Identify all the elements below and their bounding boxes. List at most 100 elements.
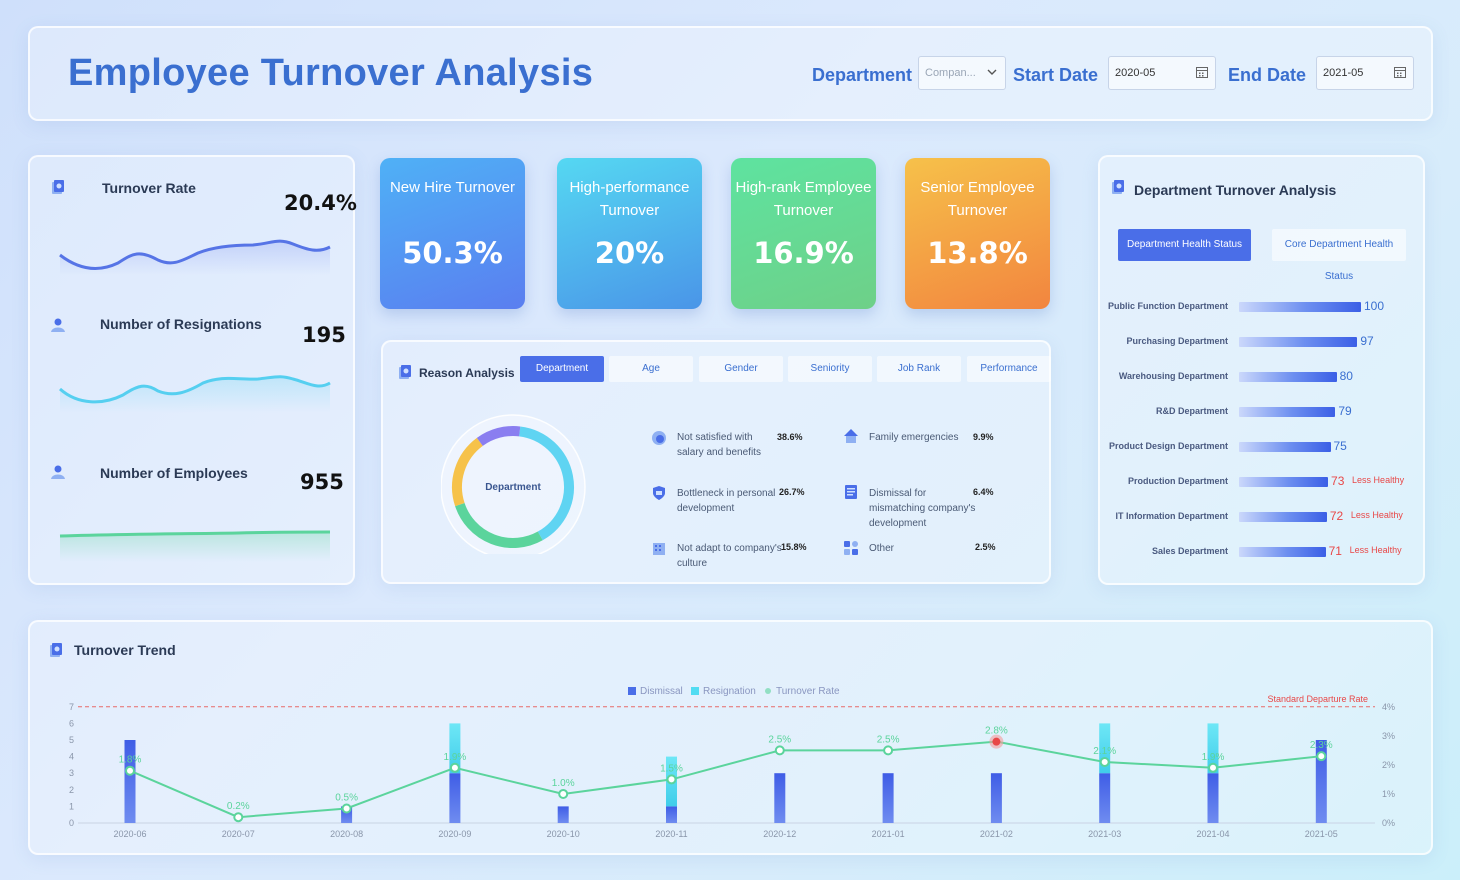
legend-label: Resignation [703,686,756,697]
rate-data-label: 0.2% [227,801,250,812]
rate-data-label: 2.5% [768,734,791,745]
resignation-bar [449,723,461,774]
resignations-label: Number of Resignations [100,316,262,332]
dismissal-bar [1207,773,1219,823]
department-value: 71 [1328,544,1342,558]
dismissal-bar [1099,773,1111,823]
card-title: New Hire Turnover [389,179,516,196]
reason-label: Dismissal for mismatching company's deve… [869,488,976,529]
card-title: Senior Employee Turnover [920,179,1035,219]
department-select[interactable]: Compan... [918,56,1006,90]
senior-employee-turnover-card[interactable]: Senior Employee Turnover 13.8% [905,158,1050,309]
department-value: 97 [1360,334,1374,348]
rate-data-label: 2.3% [1310,740,1333,751]
reason-pct: 9.9% [973,432,994,442]
turnover-rate-sparkline [59,239,331,275]
tab-seniority[interactable]: Seniority [788,356,872,382]
turnover-rate-line [129,740,1322,819]
rate-point[interactable] [883,745,894,756]
turnover-rate-label: Turnover Rate [102,180,196,196]
department-bar [1239,337,1358,347]
y-left-tick: 6 [69,718,74,728]
x-tick-label: 2020-11 [655,829,687,839]
rate-point[interactable] [774,745,785,756]
department-name: Warehousing Department [1118,371,1228,381]
rate-point[interactable] [233,812,244,823]
x-tick-label: 2020-10 [547,829,580,839]
chart-doc-icon [50,643,62,657]
department-bar [1239,512,1327,522]
rate-point[interactable] [125,765,135,776]
reason-label: Family emergencies [869,432,959,443]
x-tick-label: 2020-07 [222,829,255,839]
high-performance-turnover-card[interactable]: High-performance Turnover 20% [557,158,702,309]
x-tick-label: 2021-01 [872,829,905,839]
department-bar [1239,477,1329,487]
rate-point[interactable] [341,803,352,814]
department-bar [1239,302,1361,312]
reason-label: Not satisfied with salary and benefits [677,432,761,458]
tab-core-department-health[interactable]: Core Department Health Status [1272,229,1406,282]
department-name: Sales Department [1151,546,1228,556]
donut-segment [518,426,574,541]
dismissal-bar [990,773,1002,823]
home-icon [844,429,858,443]
start-date-label: Start Date [1013,65,1099,85]
clipboard-icon [845,485,857,499]
start-date-input[interactable]: 2020-05 [1108,56,1216,90]
department-name: R&D Department [1155,406,1228,416]
rate-point[interactable] [1099,756,1110,767]
rate-data-label: 2.1% [1093,746,1116,757]
y-left-tick: 0 [69,818,74,828]
tab-age[interactable]: Age [609,356,693,382]
tab-job-rank[interactable]: Job Rank [877,356,961,382]
donut-segment [452,437,483,507]
person-icon [51,465,65,479]
tab-performance[interactable]: Performance [967,356,1051,382]
dismissal-bar [666,806,677,823]
legend-swatch [765,688,771,694]
rate-point[interactable] [666,774,677,785]
less-healthy-flag: Less Healthy [1349,545,1402,555]
tab-department-health[interactable]: Department Health Status [1118,229,1251,261]
department-select-value: Compan... [925,67,976,79]
new-hire-turnover-card[interactable]: New Hire Turnover 50.3% [380,158,525,309]
department-turnover-panel: Department Turnover Analysis Department … [1098,155,1425,585]
rate-data-label: 2.8% [985,726,1008,737]
rate-point[interactable] [449,762,460,773]
rate-data-label: 1.0% [552,778,575,789]
department-name: IT Information Department [1115,511,1228,521]
standard-rate-label: Standard Departure Rate [1267,694,1368,704]
tab-gender[interactable]: Gender [699,356,783,382]
high-rank-turnover-card[interactable]: High-rank Employee Turnover 16.9% [731,158,876,309]
rate-point-highlight[interactable] [992,737,1001,746]
rate-point[interactable] [558,788,569,799]
y-right-tick: 4% [1382,702,1395,712]
resignation-bar [1207,723,1219,774]
x-tick-label: 2021-04 [1196,829,1229,839]
resignations-value: 195 [302,323,346,347]
rate-point[interactable] [1316,751,1327,762]
rate-data-label: 1.9% [444,752,467,763]
y-right-tick: 0% [1382,818,1395,828]
reason-donut-chart: Department [441,414,586,554]
department-value: 73 [1331,474,1345,488]
rate-data-label: 1.8% [119,755,142,766]
y-right-tick: 1% [1382,789,1395,799]
x-tick-label: 2021-05 [1305,829,1338,839]
chart-doc-icon [399,365,411,379]
department-bar [1239,547,1326,557]
dismissal-bar [557,806,569,823]
start-date-value: 2020-05 [1115,67,1156,79]
building-icon [653,543,665,555]
turnover-rate-value: 20.4% [284,191,357,215]
rate-data-label: 1.9% [1202,752,1225,763]
rate-point[interactable] [1208,762,1218,773]
y-right-tick: 2% [1382,760,1395,770]
department-bar [1239,372,1337,382]
end-date-input[interactable]: 2021-05 [1316,56,1414,90]
legend-label: Turnover Rate [776,686,840,697]
resignations-sparkline [59,375,331,413]
employees-value: 955 [300,470,344,494]
tab-department[interactable]: Department [520,356,604,382]
